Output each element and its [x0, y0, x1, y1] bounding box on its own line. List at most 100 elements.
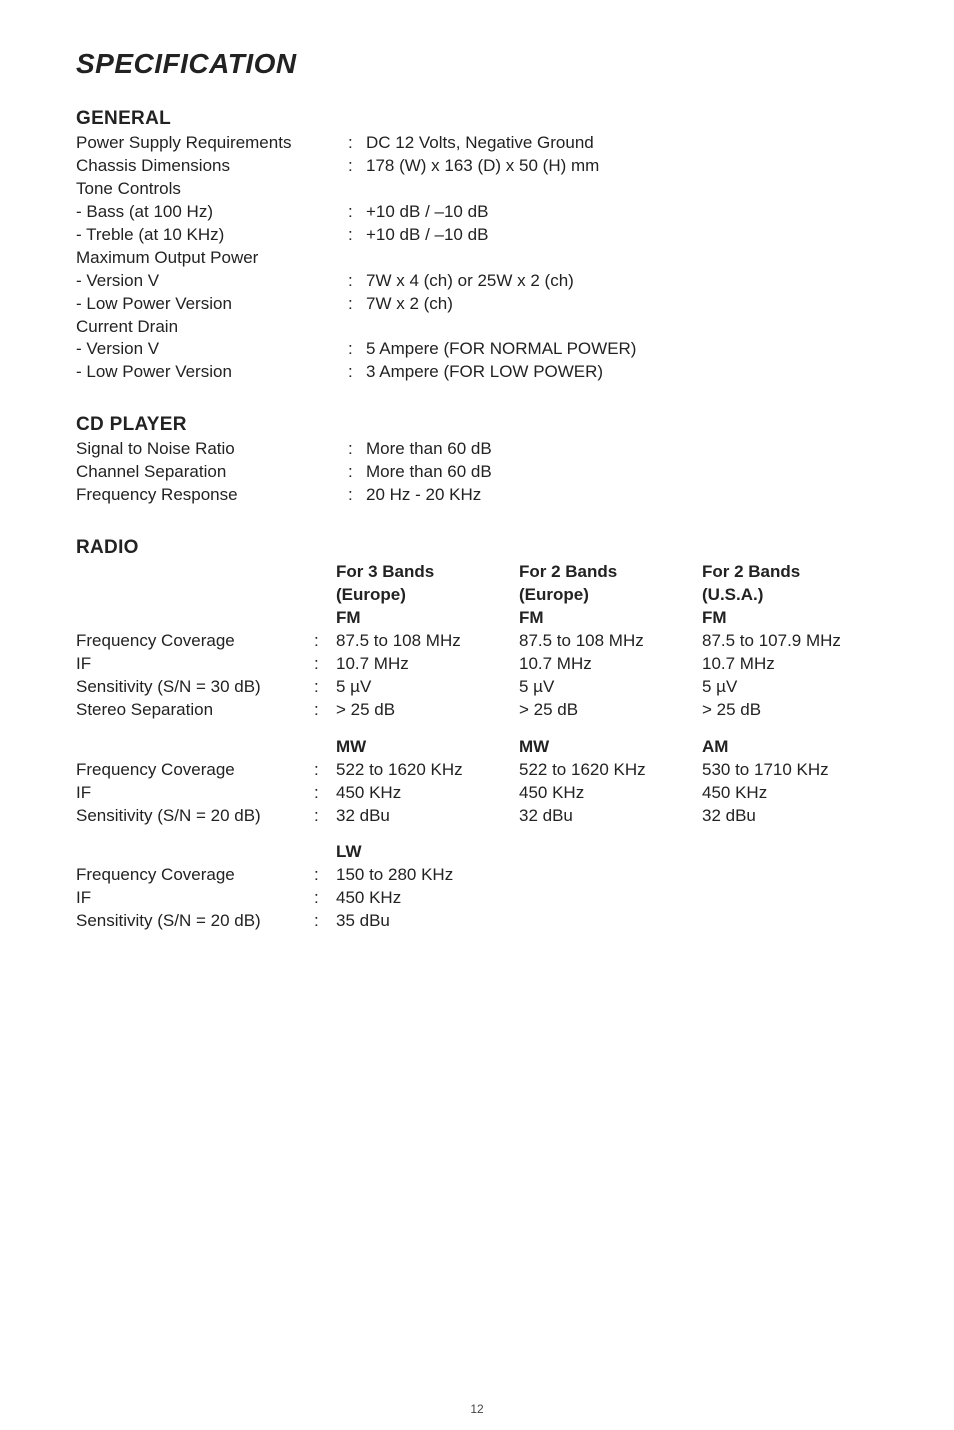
spec-label: Current Drain — [76, 316, 348, 339]
spec-label: Maximum Output Power — [76, 247, 348, 270]
spec-row: Frequency Response : 20 Hz - 20 KHz — [76, 484, 878, 507]
spec-row: Signal to Noise Ratio : More than 60 dB — [76, 438, 878, 461]
section-heading-cd: CD PLAYER — [76, 414, 878, 436]
table-row: Stereo Separation: > 25 dB > 25 dB > 25 … — [76, 699, 878, 722]
spec-label: Chassis Dimensions — [76, 155, 348, 178]
spec-label: Tone Controls — [76, 178, 348, 201]
table-row: Frequency Coverage: 150 to 280 KHz — [76, 864, 878, 887]
table-row: Sensitivity (S/N = 20 dB): 35 dBu — [76, 910, 878, 933]
spec-row: - Version V : 7W x 4 (ch) or 25W x 2 (ch… — [76, 270, 878, 293]
spec-label: Signal to Noise Ratio — [76, 438, 348, 461]
page-number: 12 — [0, 1402, 954, 1416]
spec-value: 5 µV — [519, 676, 702, 699]
colon: : — [348, 224, 366, 247]
spec-label: Frequency Coverage — [76, 864, 314, 887]
spec-label: Sensitivity (S/N = 20 dB) — [76, 805, 314, 828]
spec-row: - Version V : 5 Ampere (FOR NORMAL POWER… — [76, 338, 878, 361]
table-row: Sensitivity (S/N = 20 dB): 32 dBu 32 dBu… — [76, 805, 878, 828]
table-row: MW MW AM — [76, 736, 878, 759]
colon: : — [348, 293, 366, 316]
colon — [348, 247, 366, 270]
col-header: MW — [336, 736, 519, 759]
spec-value: 32 dBu — [336, 805, 519, 828]
spec-value: 450 KHz — [336, 782, 519, 805]
table-row: For 3 Bands For 2 Bands For 2 Bands — [76, 561, 878, 584]
col-header: LW — [336, 841, 519, 864]
col-header: (Europe) — [336, 584, 519, 607]
spec-value: 10.7 MHz — [336, 653, 519, 676]
colon: : — [348, 338, 366, 361]
spec-value: 450 KHz — [702, 782, 878, 805]
spec-value: 150 to 280 KHz — [336, 864, 519, 887]
spec-value: 5 µV — [702, 676, 878, 699]
spec-row: Chassis Dimensions : 178 (W) x 163 (D) x… — [76, 155, 878, 178]
spec-label: IF — [76, 782, 314, 805]
colon: : — [348, 461, 366, 484]
spec-value: +10 dB / –10 dB — [366, 224, 878, 247]
spec-value: > 25 dB — [336, 699, 519, 722]
col-header: For 3 Bands — [336, 561, 519, 584]
spec-label: Sensitivity (S/N = 30 dB) — [76, 676, 314, 699]
col-header: FM — [336, 607, 519, 630]
spec-label: - Version V — [76, 338, 348, 361]
table-row: IF: 10.7 MHz 10.7 MHz 10.7 MHz — [76, 653, 878, 676]
spec-label: IF — [76, 653, 314, 676]
col-header: For 2 Bands — [519, 561, 702, 584]
colon: : — [348, 484, 366, 507]
colon: : — [348, 270, 366, 293]
colon: : — [348, 201, 366, 224]
spec-value: 5 Ampere (FOR NORMAL POWER) — [366, 338, 878, 361]
spec-value: 32 dBu — [702, 805, 878, 828]
spec-value: 522 to 1620 KHz — [519, 759, 702, 782]
table-row: IF: 450 KHz 450 KHz 450 KHz — [76, 782, 878, 805]
spec-value: 178 (W) x 163 (D) x 50 (H) mm — [366, 155, 878, 178]
spec-value: 5 µV — [336, 676, 519, 699]
spec-row: - Treble (at 10 KHz) : +10 dB / –10 dB — [76, 224, 878, 247]
table-row: (Europe) (Europe) (U.S.A.) — [76, 584, 878, 607]
spec-value: 20 Hz - 20 KHz — [366, 484, 878, 507]
spec-value — [366, 247, 878, 270]
spec-value: DC 12 Volts, Negative Ground — [366, 132, 878, 155]
spec-label: Stereo Separation — [76, 699, 314, 722]
section-heading-general: GENERAL — [76, 108, 878, 130]
spec-value: 35 dBu — [336, 910, 519, 933]
spec-value: +10 dB / –10 dB — [366, 201, 878, 224]
spec-value: More than 60 dB — [366, 461, 878, 484]
spec-row: - Bass (at 100 Hz) : +10 dB / –10 dB — [76, 201, 878, 224]
spec-label: Frequency Coverage — [76, 630, 314, 653]
page: SPECIFICATION GENERAL Power Supply Requi… — [0, 0, 954, 1430]
spec-label: - Low Power Version — [76, 361, 348, 384]
spec-row: Current Drain — [76, 316, 878, 339]
table-row: Sensitivity (S/N = 30 dB): 5 µV 5 µV 5 µ… — [76, 676, 878, 699]
colon — [348, 178, 366, 201]
spec-row: Power Supply Requirements : DC 12 Volts,… — [76, 132, 878, 155]
spec-row: Channel Separation : More than 60 dB — [76, 461, 878, 484]
col-header: FM — [519, 607, 702, 630]
colon: : — [348, 361, 366, 384]
colon: : — [348, 438, 366, 461]
col-header: (Europe) — [519, 584, 702, 607]
table-row: LW — [76, 841, 878, 864]
spec-value — [366, 178, 878, 201]
table-row: Frequency Coverage: 87.5 to 108 MHz 87.5… — [76, 630, 878, 653]
table-row: IF: 450 KHz — [76, 887, 878, 910]
spec-label: - Low Power Version — [76, 293, 348, 316]
spec-value: 450 KHz — [336, 887, 519, 910]
colon: : — [348, 155, 366, 178]
spec-value: 32 dBu — [519, 805, 702, 828]
spec-value: 7W x 2 (ch) — [366, 293, 878, 316]
spec-value — [366, 316, 878, 339]
col-header: (U.S.A.) — [702, 584, 878, 607]
spec-value: 450 KHz — [519, 782, 702, 805]
spec-label: - Treble (at 10 KHz) — [76, 224, 348, 247]
spec-row: - Low Power Version : 3 Ampere (FOR LOW … — [76, 361, 878, 384]
spec-row: Maximum Output Power — [76, 247, 878, 270]
spec-value: 87.5 to 107.9 MHz — [702, 630, 878, 653]
spec-value: > 25 dB — [702, 699, 878, 722]
spec-value: 3 Ampere (FOR LOW POWER) — [366, 361, 878, 384]
spec-value: 7W x 4 (ch) or 25W x 2 (ch) — [366, 270, 878, 293]
spec-value: 10.7 MHz — [519, 653, 702, 676]
radio-table: For 3 Bands For 2 Bands For 2 Bands (Eur… — [76, 561, 878, 933]
spec-label: Power Supply Requirements — [76, 132, 348, 155]
spec-value: 10.7 MHz — [702, 653, 878, 676]
